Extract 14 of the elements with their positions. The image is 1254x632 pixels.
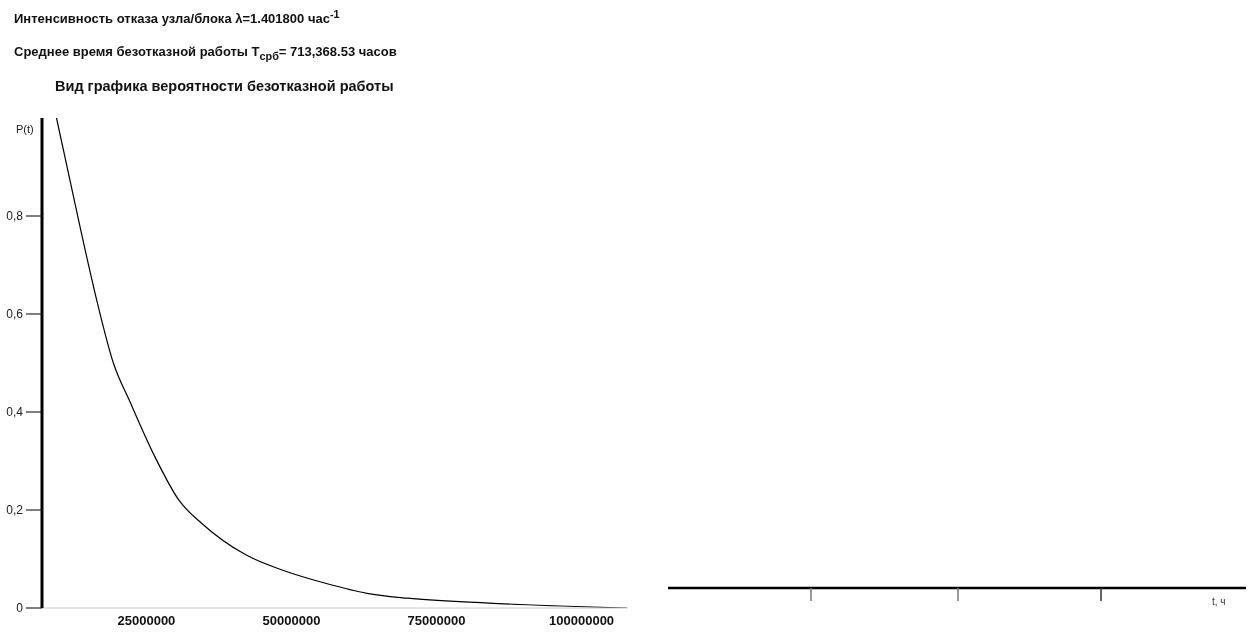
text: Среднее время безотказной работы T$_{срб}$= 713,368.53 часов	[14, 44, 397, 62]
y-tick-label: 0,2	[6, 503, 24, 518]
y-axis-title: P(t)	[16, 123, 34, 135]
y-tick-label: 0,4	[6, 405, 24, 420]
x-tick-label: 75000000	[407, 613, 466, 629]
text: t, ч	[1212, 596, 1226, 607]
x-tick-label: 25000000	[117, 613, 176, 629]
x-tick-label: 100000000	[549, 613, 615, 629]
y-tick-label: 0	[16, 601, 24, 616]
y-tick-label: 0,8	[6, 209, 24, 224]
x-tick-label: 50000000	[262, 613, 321, 629]
y-tick-label: 0,6	[6, 307, 24, 322]
chart-title: Вид графика вероятности безотказной работы	[55, 78, 394, 94]
text: Интенсивность отказа узла/блока λ=1.401800 час$^{-1}$	[14, 8, 340, 27]
